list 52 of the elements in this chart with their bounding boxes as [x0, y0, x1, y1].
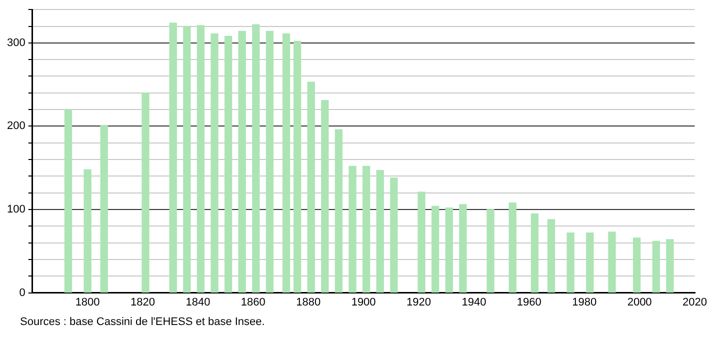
bar	[348, 166, 356, 293]
x-tick-label: 1880	[296, 296, 321, 308]
source-note: Sources : base Cassini de l'EHESS et base Insee.	[20, 316, 265, 328]
x-tick-label: 2000	[627, 296, 652, 308]
bar	[666, 239, 674, 293]
bar	[390, 178, 398, 293]
y-tick-label: 200	[6, 120, 26, 132]
x-tick-label: 1980	[572, 296, 597, 308]
bar	[508, 202, 516, 293]
x-tick-label: 1860	[240, 296, 266, 308]
x-tick-label: 1900	[351, 296, 376, 308]
bar	[459, 204, 467, 293]
bar	[547, 219, 556, 293]
bar	[445, 208, 453, 293]
y-tick-label: 100	[6, 204, 26, 216]
x-tick-label: 1940	[462, 296, 486, 308]
bar	[376, 170, 384, 293]
bar	[210, 33, 218, 293]
bar	[362, 166, 370, 293]
bar	[196, 25, 205, 293]
bar	[84, 169, 92, 293]
bar	[252, 24, 260, 293]
x-tick-label: 1840	[186, 296, 210, 308]
bar	[486, 209, 494, 293]
bar	[586, 232, 594, 293]
x-tick-label: 2020	[682, 296, 708, 308]
bar	[418, 192, 426, 293]
bar	[334, 129, 343, 293]
bar	[307, 82, 315, 293]
bar	[293, 40, 302, 293]
x-tick-label: 1820	[130, 296, 155, 308]
bar	[183, 26, 191, 293]
y-tick-label: 0	[19, 286, 26, 299]
bar	[100, 125, 108, 293]
bar	[169, 22, 177, 293]
bar	[652, 240, 660, 293]
bar	[566, 232, 574, 293]
bar	[321, 100, 329, 293]
bar	[224, 36, 232, 293]
x-tick-label: 1960	[516, 296, 542, 308]
x-tick-label: 1800	[75, 296, 100, 308]
bar	[238, 30, 246, 293]
bar	[64, 109, 72, 293]
bar	[431, 206, 440, 293]
x-tick-label: 1920	[406, 296, 431, 308]
bar	[142, 92, 150, 293]
y-tick-label: 300	[6, 36, 26, 49]
bar	[282, 33, 290, 293]
bar	[266, 30, 274, 293]
bar	[530, 213, 539, 293]
bar	[632, 237, 641, 293]
bar	[608, 232, 616, 293]
